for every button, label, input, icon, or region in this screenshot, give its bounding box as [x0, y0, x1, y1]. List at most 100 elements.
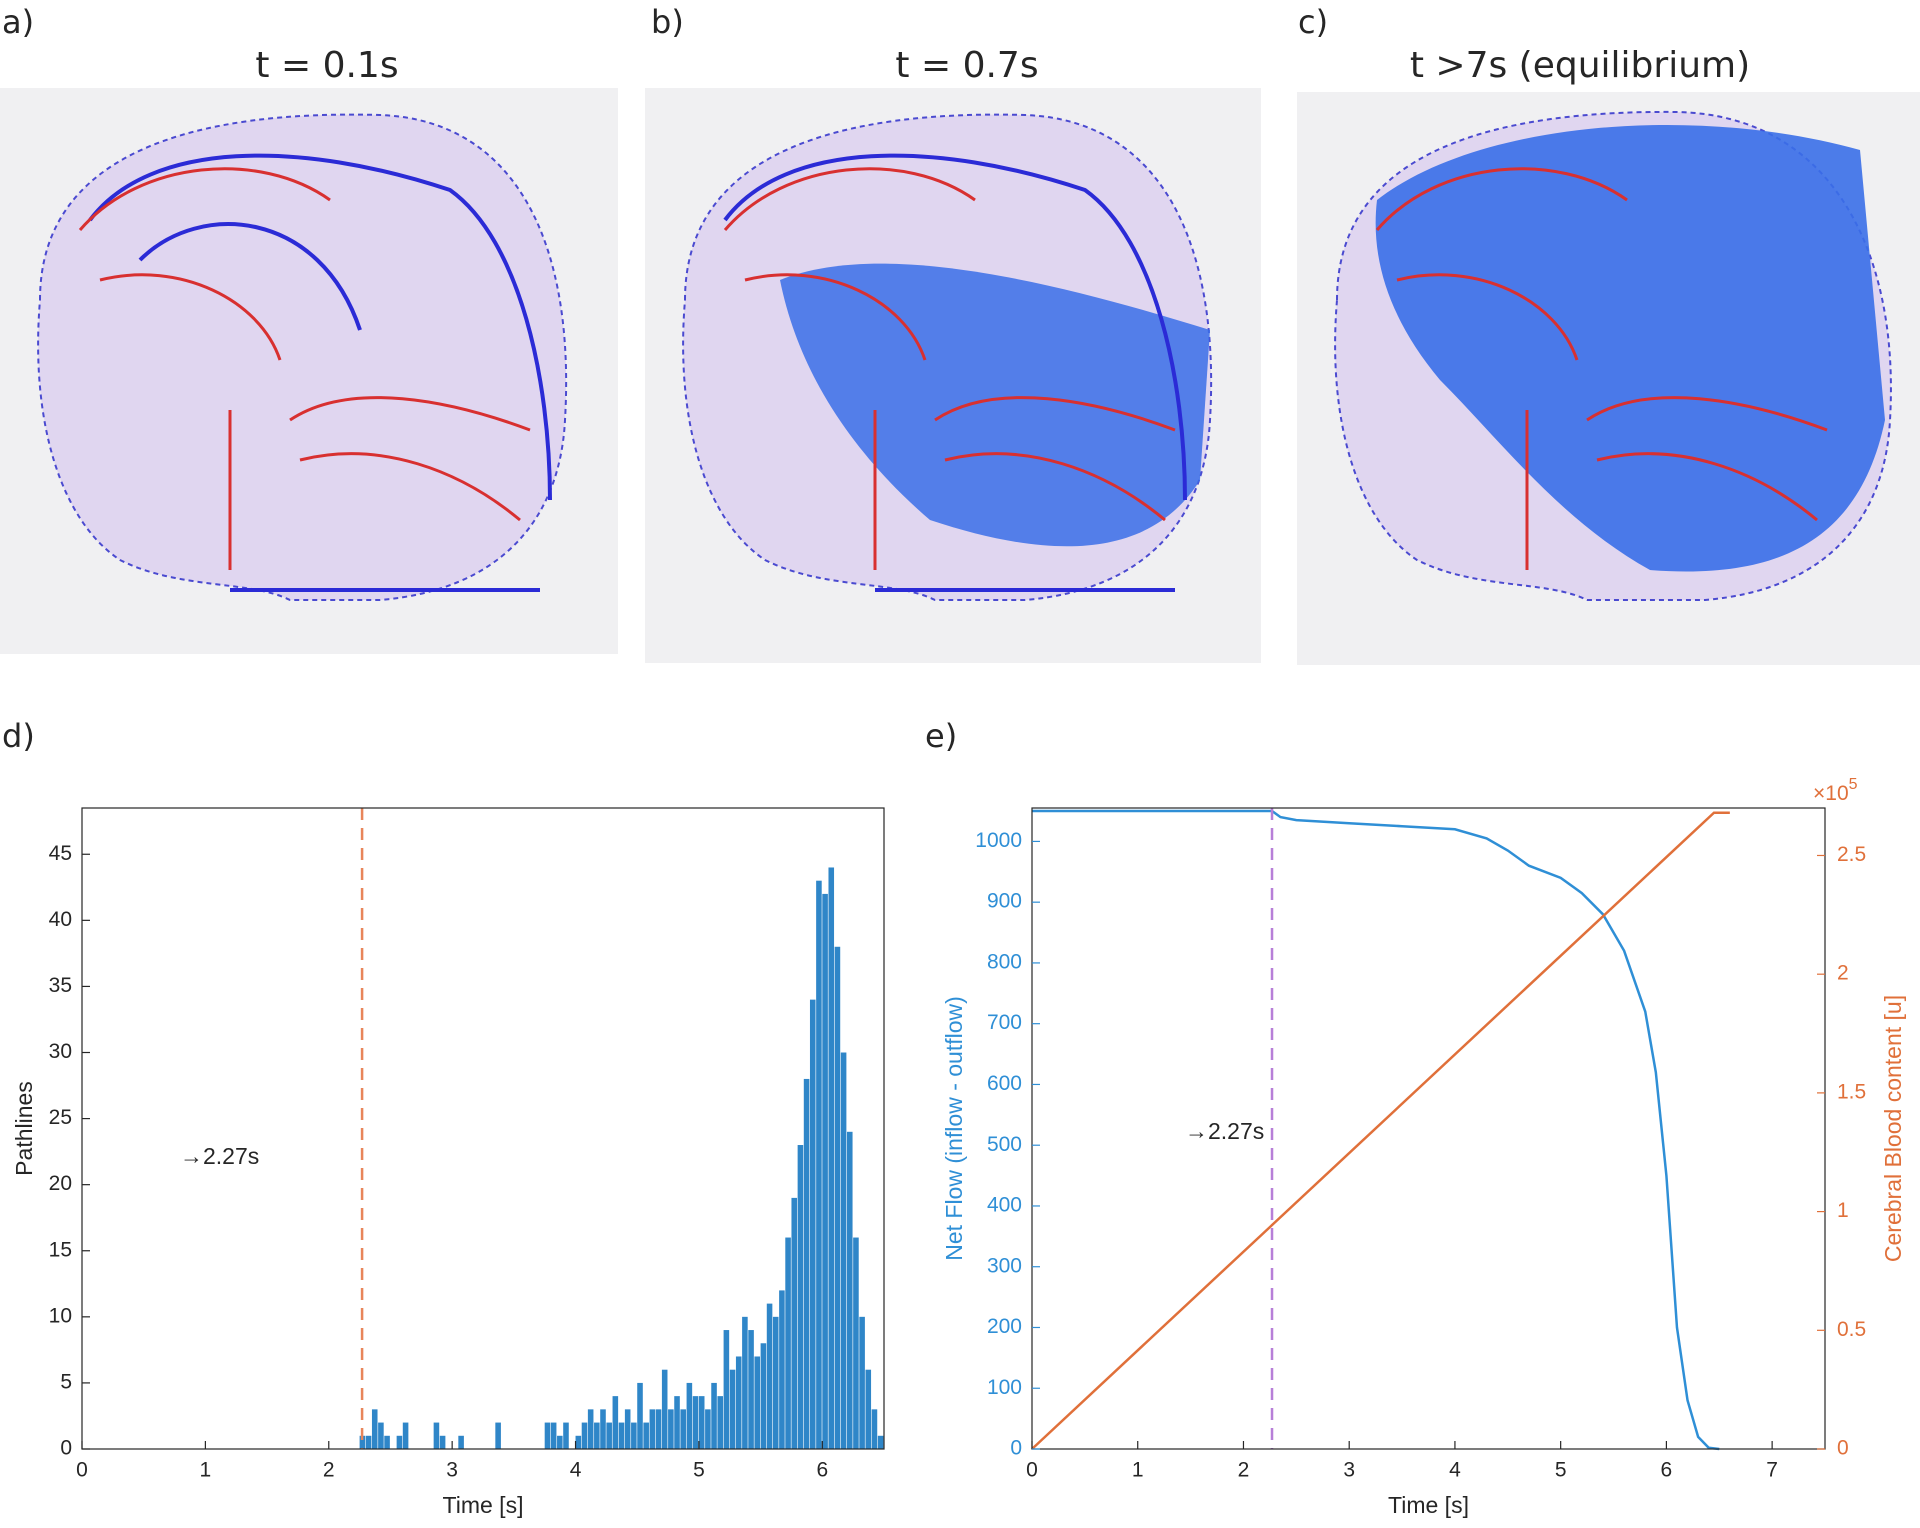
panel-label: d) — [2, 717, 35, 755]
histogram-bar — [575, 1435, 582, 1449]
histogram-bar — [378, 1422, 384, 1449]
histogram-bar — [365, 1435, 372, 1449]
line-series — [1032, 809, 1720, 1451]
histogram-bar — [674, 1396, 680, 1449]
histogram-bar — [544, 1422, 551, 1449]
panel-title: t = 0.1s — [255, 45, 398, 86]
histogram-bar — [828, 867, 835, 1449]
y-tick-label: 25 — [49, 1106, 72, 1129]
panel-label: b) — [651, 3, 684, 41]
histogram-bar — [816, 880, 822, 1449]
histogram-bar — [359, 1435, 366, 1449]
y-tick-label: 400 — [987, 1194, 1022, 1217]
y-tick-label: 900 — [987, 890, 1022, 913]
histogram-bar — [495, 1422, 501, 1449]
histogram-bar — [458, 1435, 464, 1449]
histogram-bar — [742, 1316, 748, 1449]
histogram-bar — [853, 1237, 859, 1449]
histogram-bar — [822, 893, 828, 1449]
y-tick-label: 45 — [49, 842, 72, 865]
y-tick-label: 500 — [987, 1133, 1022, 1156]
y2-tick-label: 0.5 — [1837, 1318, 1866, 1341]
histogram-bar — [754, 1356, 761, 1449]
histogram-bar — [711, 1382, 717, 1449]
histogram-bar — [557, 1435, 563, 1449]
brain-image-b — [645, 88, 1261, 663]
x-tick-label: 5 — [1555, 1459, 1567, 1482]
x-tick-label: 0 — [1026, 1459, 1038, 1482]
histogram-bar — [760, 1343, 767, 1449]
histogram-bar — [723, 1330, 730, 1449]
y-axis-label: Pathlines — [11, 1081, 37, 1176]
panel-label: e) — [925, 717, 957, 755]
histogram-bar — [859, 1316, 865, 1449]
histogram-bar — [791, 1197, 798, 1449]
histogram-bar — [809, 999, 816, 1449]
y-tick-label: 100 — [987, 1376, 1022, 1399]
histogram-bar — [680, 1409, 686, 1449]
histogram-bar — [631, 1422, 637, 1449]
panel-label: c) — [1298, 3, 1328, 41]
histogram-bar — [581, 1422, 588, 1449]
line-series — [1031, 811, 1730, 1450]
y2-multiplier-base: ×10 — [1813, 782, 1849, 805]
histogram-bar — [766, 1303, 773, 1449]
histogram-bar — [550, 1422, 557, 1449]
histogram-bar — [717, 1396, 723, 1449]
y2-tick-label: 2 — [1837, 962, 1849, 985]
histogram-bar — [384, 1435, 390, 1449]
annotation: →2.27s — [180, 1143, 259, 1169]
y-tick-label: 1000 — [975, 829, 1022, 852]
x-tick-label: 1 — [200, 1459, 212, 1482]
x-tick-label: 1 — [1132, 1459, 1144, 1482]
histogram-bar — [371, 1409, 378, 1449]
y2-multiplier: ×105 — [1813, 776, 1858, 804]
histogram-bar — [803, 1078, 810, 1449]
brain-image-c — [1297, 92, 1920, 665]
x-tick-label: 3 — [446, 1459, 458, 1482]
histogram-bar — [840, 1052, 847, 1449]
y-tick-label: 30 — [49, 1040, 72, 1063]
histogram-bar — [871, 1409, 878, 1449]
histogram-bar — [834, 946, 841, 1449]
histogram-bar — [661, 1369, 668, 1449]
panel-title: t = 0.7s — [895, 45, 1038, 86]
histogram-bar — [877, 1435, 884, 1449]
histogram-bar — [433, 1422, 440, 1449]
histogram-bar — [785, 1237, 791, 1449]
histogram-bar — [624, 1409, 631, 1449]
y-tick-label: 0 — [60, 1437, 72, 1460]
y-tick-label: 800 — [987, 950, 1022, 973]
histogram-bar — [649, 1409, 656, 1449]
histogram-bar — [692, 1396, 699, 1449]
panel-label: a) — [2, 3, 34, 41]
x-axis-label: Time [s] — [1388, 1492, 1469, 1518]
x-tick-label: 4 — [1449, 1459, 1461, 1482]
y-tick-label: 40 — [49, 908, 72, 931]
histogram-bar — [705, 1409, 711, 1449]
panel-title: t >7s (equilibrium) — [1410, 45, 1750, 86]
histogram-bar — [846, 1131, 853, 1449]
histogram-bar — [735, 1356, 742, 1449]
y-tick-label: 700 — [987, 1011, 1022, 1034]
x-tick-label: 2 — [1238, 1459, 1250, 1482]
y-tick-label: 10 — [49, 1304, 72, 1327]
y2-multiplier-exp: 5 — [1849, 776, 1858, 793]
histogram-bar — [402, 1422, 409, 1449]
histogram-bar — [587, 1409, 594, 1449]
y-tick-label: 300 — [987, 1254, 1022, 1277]
y2-tick-label: 2.5 — [1837, 843, 1866, 866]
brain-image-a — [0, 88, 618, 654]
histogram-bar — [772, 1316, 779, 1449]
x-axis-label: Time [s] — [443, 1492, 524, 1518]
y-tick-label: 35 — [49, 974, 72, 997]
histogram-bar — [865, 1369, 872, 1449]
histogram-bar — [618, 1422, 625, 1449]
histogram-bar — [612, 1396, 619, 1449]
histogram-bar — [637, 1382, 643, 1449]
histogram-bar — [396, 1435, 403, 1449]
x-tick-label: 4 — [570, 1459, 582, 1482]
x-tick-label: 5 — [693, 1459, 705, 1482]
x-tick-label: 6 — [816, 1459, 828, 1482]
